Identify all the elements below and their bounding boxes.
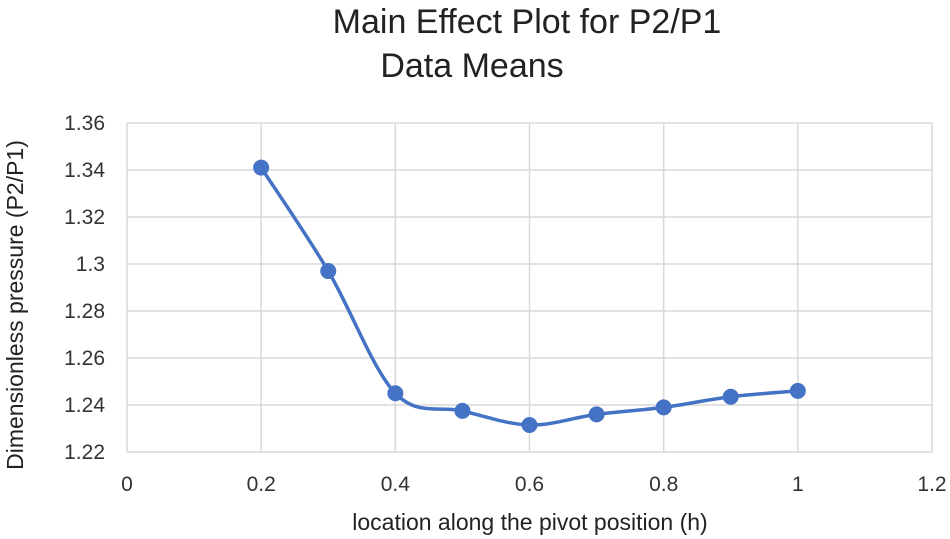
data-point: [454, 402, 471, 419]
x-tick-label: 1: [792, 473, 804, 496]
y-tick-label: 1.32: [64, 206, 105, 229]
y-tick-label: 1.26: [64, 347, 105, 370]
data-point: [387, 385, 404, 402]
x-tick-label: 0: [121, 473, 133, 496]
chart-title: Main Effect Plot for P2/P1: [333, 3, 722, 41]
data-point: [655, 399, 672, 416]
y-tick-label: 1.22: [64, 441, 105, 464]
x-tick-label: 0.8: [649, 473, 678, 496]
gridlines: [126, 122, 933, 453]
series-group: [253, 159, 806, 433]
y-axis-label: Dimensionless pressure (P2/P1): [2, 140, 28, 470]
x-axis-ticks: 0 0.2 0.4 0.6 0.8 1 1.2: [121, 473, 946, 496]
y-tick-label: 1.36: [64, 112, 105, 135]
data-point: [588, 406, 605, 423]
chart-subtitle: Data Means: [380, 47, 563, 85]
data-point: [789, 382, 806, 399]
x-axis-label: location along the pivot position (h): [352, 509, 707, 535]
y-tick-label: 1.3: [76, 253, 105, 276]
x-tick-label: 0.4: [381, 473, 411, 496]
data-point: [722, 388, 739, 405]
x-tick-label: 0.2: [247, 473, 276, 496]
y-tick-label: 1.34: [64, 159, 105, 182]
y-tick-label: 1.24: [64, 394, 105, 417]
data-point: [320, 263, 337, 280]
x-tick-label: 0.6: [515, 473, 544, 496]
x-tick-label: 1.2: [917, 473, 946, 496]
data-point: [521, 416, 538, 433]
y-axis-ticks: 1.22 1.24 1.26 1.28 1.3 1.32 1.34 1.36: [64, 112, 105, 464]
y-tick-label: 1.28: [64, 300, 105, 323]
data-point: [253, 159, 270, 176]
